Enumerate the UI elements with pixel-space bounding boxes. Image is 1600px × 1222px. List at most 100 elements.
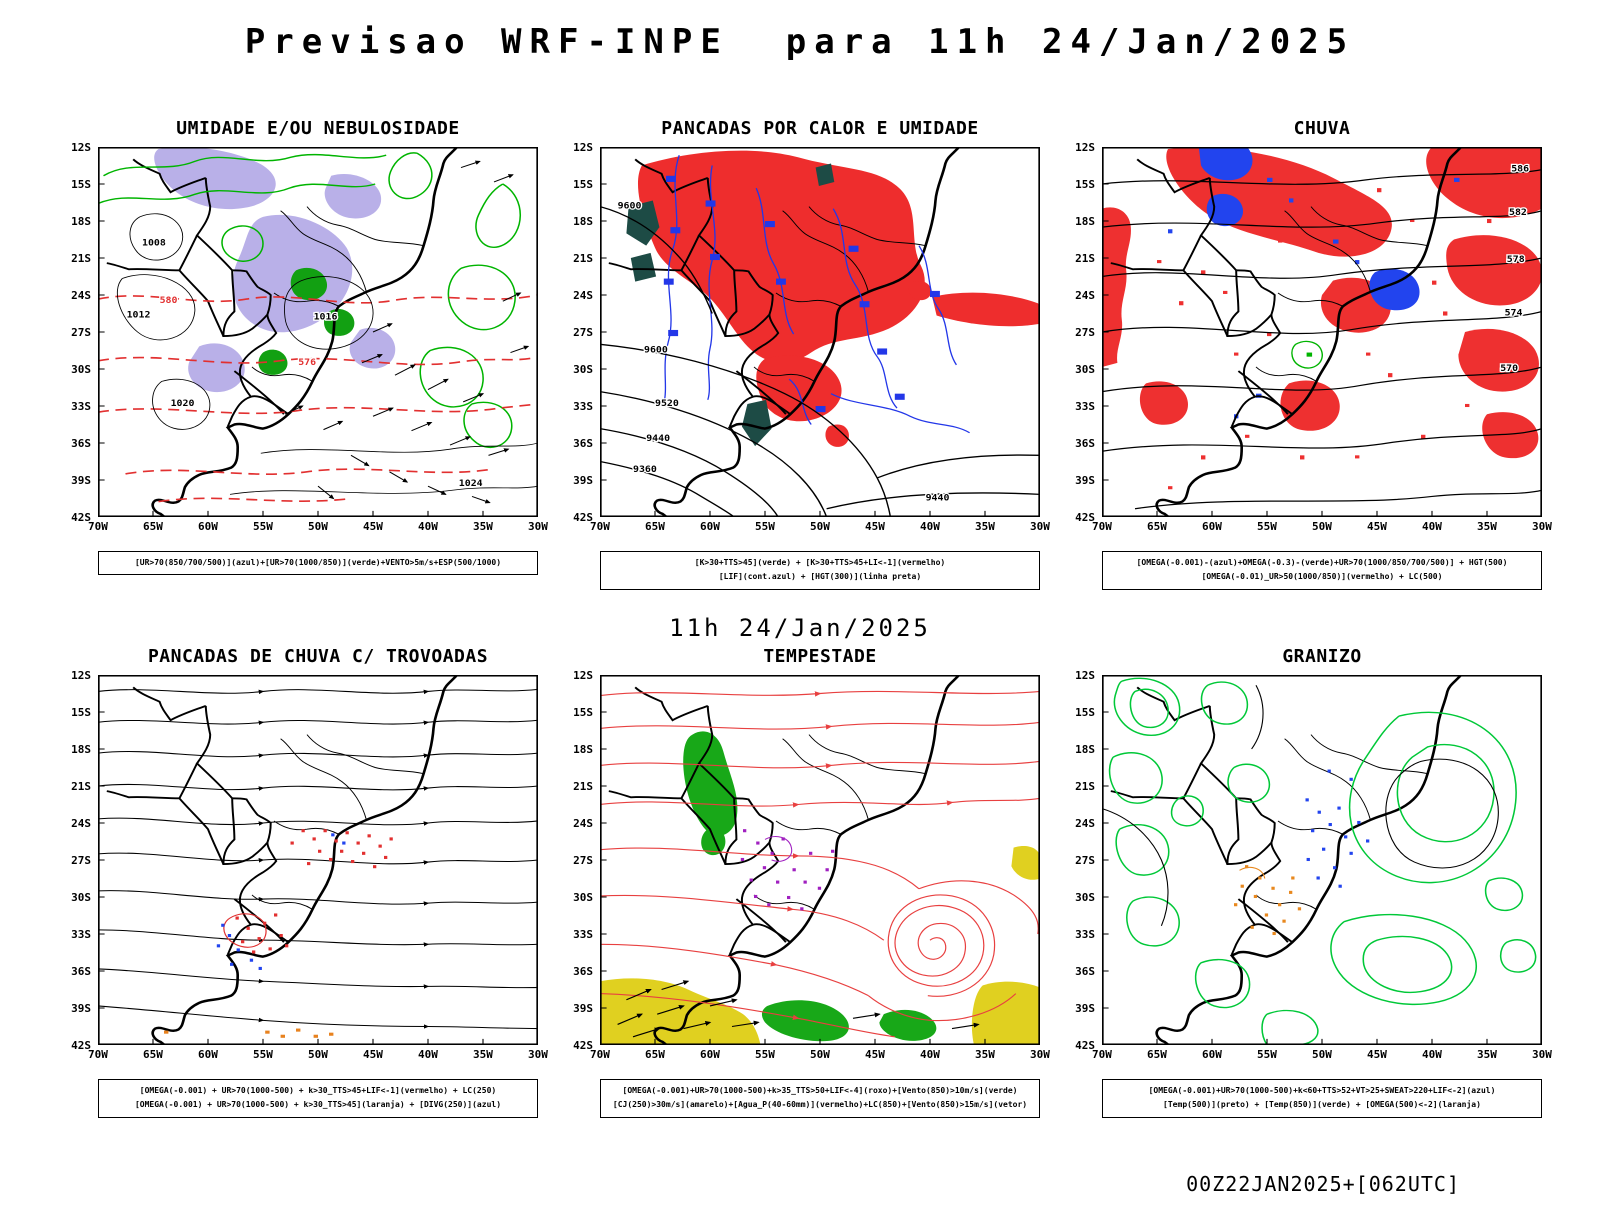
blue-divergence-speckles (216, 833, 346, 970)
lon-tick-label: 55W (755, 1047, 775, 1061)
wind850-green-areas (683, 731, 937, 1041)
plot-tempestade (600, 674, 1040, 1045)
lat-tick-label: 12S (71, 141, 91, 154)
red-lc-contour (223, 913, 267, 948)
lon-tick-label: 30W (1532, 1047, 1552, 1061)
pressure-contours (116, 213, 538, 495)
map-svg-tempestade (600, 674, 1040, 1045)
panel-title-chuva: CHUVA (1293, 118, 1351, 139)
lat-tick-label: 39S (1075, 474, 1095, 487)
contour-label: 574 (1505, 308, 1523, 319)
lon-tick-label: 30W (1030, 1047, 1050, 1061)
lon-tick-label: 45W (865, 1047, 885, 1061)
plot-frame (98, 147, 538, 517)
lon-tick-label: 55W (755, 520, 775, 533)
lat-tick-label: 33S (1075, 400, 1095, 413)
caption-chuva: [OMEGA(-0.001)-(azul)+OMEGA(-0.3)-(verde… (1102, 551, 1542, 590)
lat-tick-label: 27S (573, 853, 593, 867)
lat-tick-label: 24S (573, 816, 593, 830)
lat-tick-label: 42S (1075, 511, 1095, 524)
coastline-borders (105, 674, 462, 1045)
panel-title-pancadas-calor: PANCADAS POR CALOR E UMIDADE (661, 118, 979, 139)
lon-tick-label: 45W (363, 1047, 383, 1061)
lon-tick-label: 55W (1257, 1047, 1277, 1061)
caption-line: [UR>70(850/700/500)](azul)+[UR>70(1000/8… (134, 558, 502, 567)
lon-tick-label: 65W (143, 1047, 163, 1061)
lon-tick-label: 40W (920, 1047, 940, 1061)
map-svg-granizo (1102, 674, 1542, 1045)
contour-label: 1016 (314, 312, 338, 323)
lat-tick-label: 24S (71, 816, 91, 830)
lat-tick-label: 12S (573, 668, 593, 682)
rain-red-areas (1102, 147, 1542, 490)
lat-tick-label: 18S (1075, 742, 1095, 756)
green-humidity-contours (98, 152, 522, 449)
red-storm-speckles (235, 828, 393, 954)
jet-yellow-areas (600, 845, 1040, 1045)
lon-tick-label: 60W (198, 520, 218, 533)
lon-tick-label: 55W (1257, 520, 1277, 533)
lat-tick-label: 42S (1075, 1038, 1095, 1052)
lat-tick-label: 42S (71, 511, 91, 524)
humidity-green-fill (258, 267, 355, 375)
lon-tick-label: 40W (1422, 1047, 1442, 1061)
cyclone-spiral (868, 880, 1039, 1021)
streamlines-250 (98, 688, 538, 1029)
lat-tick-label: 18S (71, 742, 91, 756)
contour-label: 570 (1500, 363, 1518, 374)
lat-tick-label: 30S (573, 363, 593, 376)
lat-tick-label: 21S (573, 252, 593, 265)
lon-tick-label: 70W (590, 1047, 610, 1061)
plot-chuva: 586 582 578 574 570 (1102, 147, 1542, 517)
lat-tick-label: 39S (573, 474, 593, 487)
caption-line: [CJ(250)>30m/s](amarelo)+[Agua_P(40-60mm… (612, 1100, 1028, 1110)
lon-tick-label: 35W (473, 1047, 493, 1061)
axis-ticks (98, 711, 484, 1045)
lat-tick-label: 27S (1075, 853, 1095, 867)
caption-line: [Temp(500)](preto) + [Temp(850)](verde) … (1163, 1100, 1481, 1110)
lon-axis: 70W 65W 60W 55W 50W 45W 40W 35W 30W (88, 1047, 548, 1064)
lat-tick-label: 36S (71, 964, 91, 978)
caption-line: [OMEGA(-0.001) + UR>70(1000-500) + k>30_… (134, 1100, 502, 1110)
lat-tick-label: 27S (573, 326, 593, 339)
caption-line: [OMEGA(-0.001)+UR>70(1000-500)+k<60+TTS>… (1148, 1085, 1496, 1095)
caption-pancadas-calor: [K>30+TTS>45](verde) + [K>30+TTS>45+LI<-… (600, 551, 1040, 590)
lat-tick-label: 15S (1075, 178, 1095, 191)
lat-tick-label: 24S (71, 289, 91, 302)
lat-tick-label: 15S (1075, 705, 1095, 719)
lat-tick-label: 18S (573, 742, 593, 756)
lat-tick-label: 36S (573, 437, 593, 450)
lat-tick-label: 42S (71, 1038, 91, 1052)
lat-tick-label: 30S (71, 363, 91, 376)
panel-granizo: GRANIZO 12S 15S 18S 21S 24S 27S 30S 33S 36S 39S 42… (1062, 645, 1552, 1118)
lat-tick-label: 21S (1075, 252, 1095, 265)
lon-tick-label: 45W (1367, 520, 1387, 533)
lat-tick-label: 42S (573, 511, 593, 524)
panel-row-bottom: PANCADAS DE CHUVA C/ TROVOADAS 12S 15S 18S… (0, 646, 1600, 1118)
lon-tick-label: 65W (645, 520, 665, 533)
lon-tick-label: 30W (1030, 520, 1050, 533)
lif-value-tags (663, 175, 940, 413)
lat-tick-label: 18S (573, 215, 593, 228)
panel-title-granizo: GRANIZO (1282, 645, 1362, 667)
lat-tick-label: 36S (1075, 437, 1095, 450)
lat-tick-label: 33S (1075, 927, 1095, 941)
purple-contour (764, 835, 793, 862)
plot-trovoadas (98, 674, 538, 1045)
hail-blue-speckles (1305, 769, 1370, 888)
lon-axis: 70W 65W 60W 55W 50W 45W 40W 35W 30W (590, 520, 1050, 536)
lon-tick-label: 50W (810, 1047, 830, 1061)
contour-label: 582 (1509, 207, 1527, 218)
panel-title-trovoadas: PANCADAS DE CHUVA C/ TROVOADAS (147, 645, 489, 667)
map-svg-umidade: 1008 1012 1016 1020 1024 576 580 (98, 147, 538, 517)
valid-time-subtitle: 11h 24/Jan/2025 (669, 613, 931, 642)
omega-green-bits (1291, 340, 1323, 369)
lon-tick-label: 50W (810, 520, 830, 533)
panel-umidade: UMIDADE E/OU NEBULOSIDADE 12S 15S 18S 21S 24… (58, 118, 548, 590)
lat-tick-label: 27S (71, 853, 91, 867)
lat-tick-label: 15S (71, 705, 91, 719)
lon-tick-label: 70W (590, 520, 610, 533)
panel-trovoadas: PANCADAS DE CHUVA C/ TROVOADAS 12S 15S 18S… (58, 645, 548, 1118)
lon-tick-label: 70W (1092, 1047, 1112, 1061)
lat-tick-label: 42S (573, 1038, 593, 1052)
